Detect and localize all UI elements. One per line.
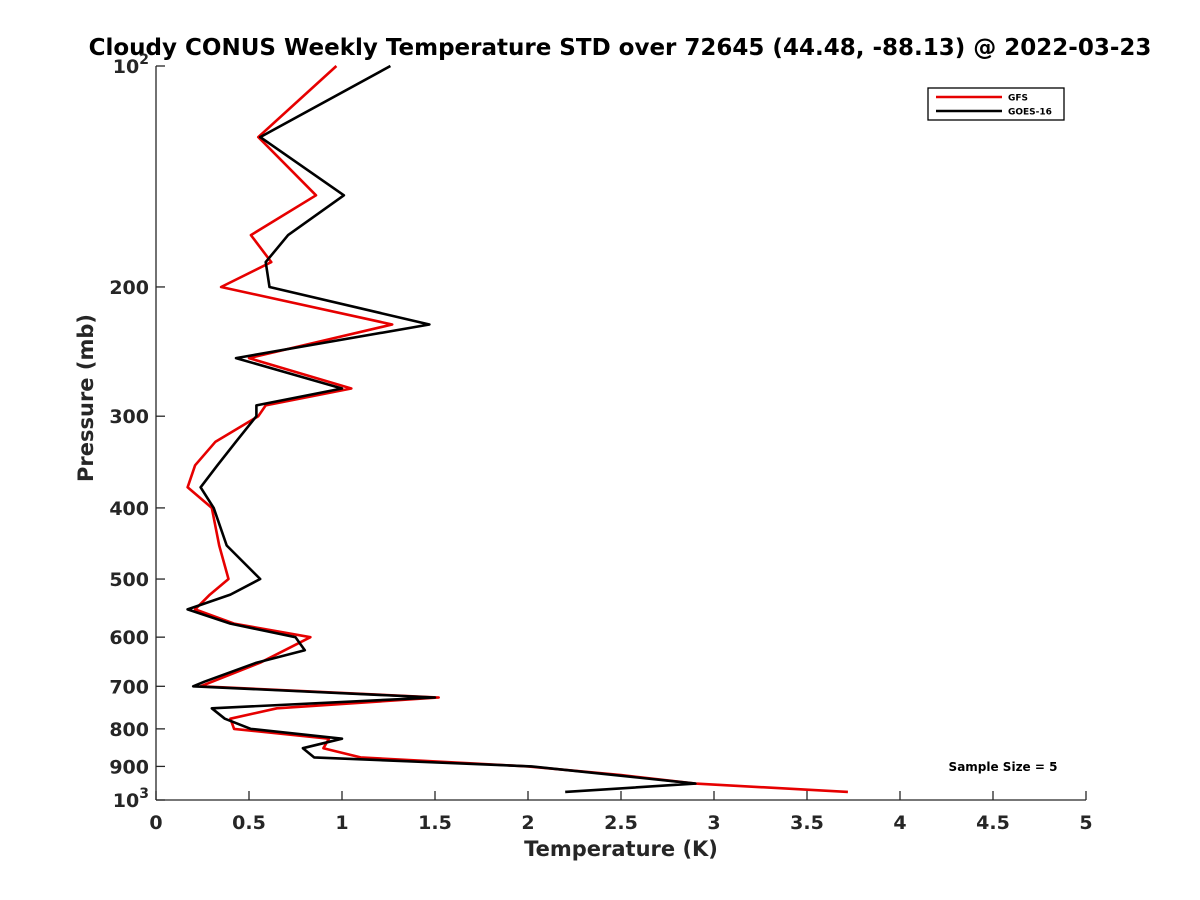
y-tick-label: 200	[109, 277, 149, 299]
series-lines	[186, 64, 848, 794]
legend-label-goes16: GOES-16	[1008, 108, 1052, 118]
x-tick-label: 5	[1079, 812, 1092, 834]
x-tick-label: 0.5	[232, 812, 266, 834]
chart-legend: GFS GOES-16	[927, 87, 1065, 121]
x-tick-label: 3.5	[790, 812, 824, 834]
y-tick-label: 500	[109, 569, 149, 591]
y-tick-label: 300	[109, 406, 149, 428]
x-tick-label: 2	[521, 812, 534, 834]
x-tick-label: 3	[707, 812, 720, 834]
legend-box	[927, 87, 1065, 121]
y-axis-ticks: 102 200 300 400 500 600 700 800 900 103	[109, 52, 165, 812]
x-tick-label: 0	[149, 812, 162, 834]
x-tick-label: 4.5	[976, 812, 1010, 834]
chart-title: Cloudy CONUS Weekly Temperature STD over…	[89, 35, 1152, 61]
sample-size-annotation: Sample Size = 5	[949, 760, 1058, 774]
y-tick-label: 700	[109, 676, 149, 698]
legend-label-gfs: GFS	[1008, 94, 1028, 104]
x-axis-ticks: 0 0.5 1 1.5 2 2.5 3 3.5 4 4.5 5	[149, 791, 1093, 834]
y-tick-label: 400	[109, 498, 149, 520]
x-tick-label: 4	[893, 812, 906, 834]
x-tick-label: 2.5	[604, 812, 638, 834]
x-tick-label: 1	[335, 812, 348, 834]
y-tick-label: 600	[109, 627, 149, 649]
y-axis-label: Pressure (mb)	[74, 314, 98, 482]
y-tick-label: 102	[113, 52, 149, 78]
series-line-goes16	[186, 64, 697, 794]
y-tick-label: 103	[113, 786, 149, 812]
x-axis-label: Temperature (K)	[524, 837, 718, 861]
y-tick-label: 800	[109, 719, 149, 741]
x-tick-label: 1.5	[418, 812, 452, 834]
y-tick-label: 900	[109, 756, 149, 778]
